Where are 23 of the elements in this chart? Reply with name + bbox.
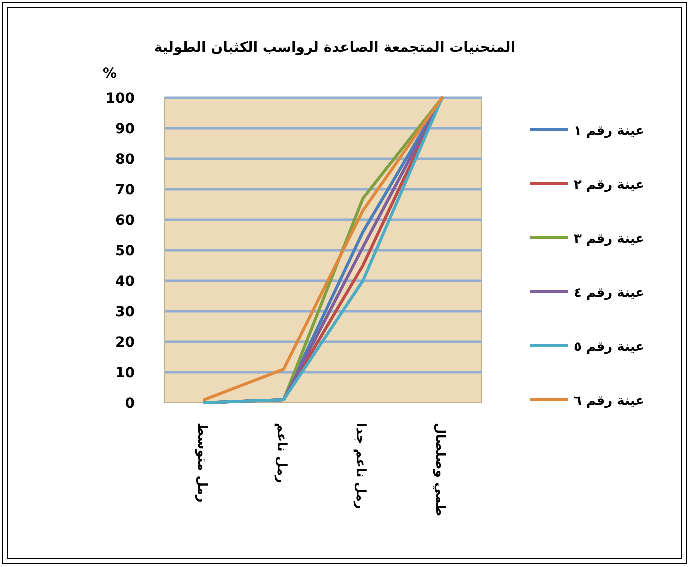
y-tick-label: 100 (106, 91, 136, 107)
y-tick-label: 60 (116, 213, 136, 229)
x-tick-label: رمل ناعم (274, 423, 289, 484)
legend-label: عينة رقم ٣ (574, 232, 645, 247)
y-axis-title: % (102, 66, 118, 82)
chart-title: المنحنيات المتجمعة الصاعدة لرواسب الكثبان الطولية (154, 40, 516, 56)
y-tick-label: 70 (116, 182, 136, 198)
legend-label: عينة رقم ٢ (574, 178, 645, 193)
y-tick-label: 0 (125, 396, 136, 412)
y-tick-label: 90 (116, 122, 136, 138)
legend-label: عينة رقم ١ (574, 124, 645, 139)
legend-label: عينة رقم ٦ (574, 394, 645, 409)
legend-label: عينة رقم ٤ (574, 286, 645, 301)
y-tick-label: 30 (116, 304, 136, 320)
y-tick-label: 80 (116, 152, 136, 168)
y-tick-label: 10 (116, 366, 136, 382)
x-tick-label: رمل متوسط (194, 423, 210, 503)
x-tick-label: طمي وصلصال (432, 423, 448, 517)
y-tick-label: 20 (116, 335, 136, 351)
legend-label: عينة رقم ٥ (574, 340, 645, 355)
y-tick-label: 40 (116, 274, 136, 290)
x-tick-label: رمل ناعم جدا (353, 423, 368, 510)
y-tick-label: 50 (116, 244, 136, 260)
